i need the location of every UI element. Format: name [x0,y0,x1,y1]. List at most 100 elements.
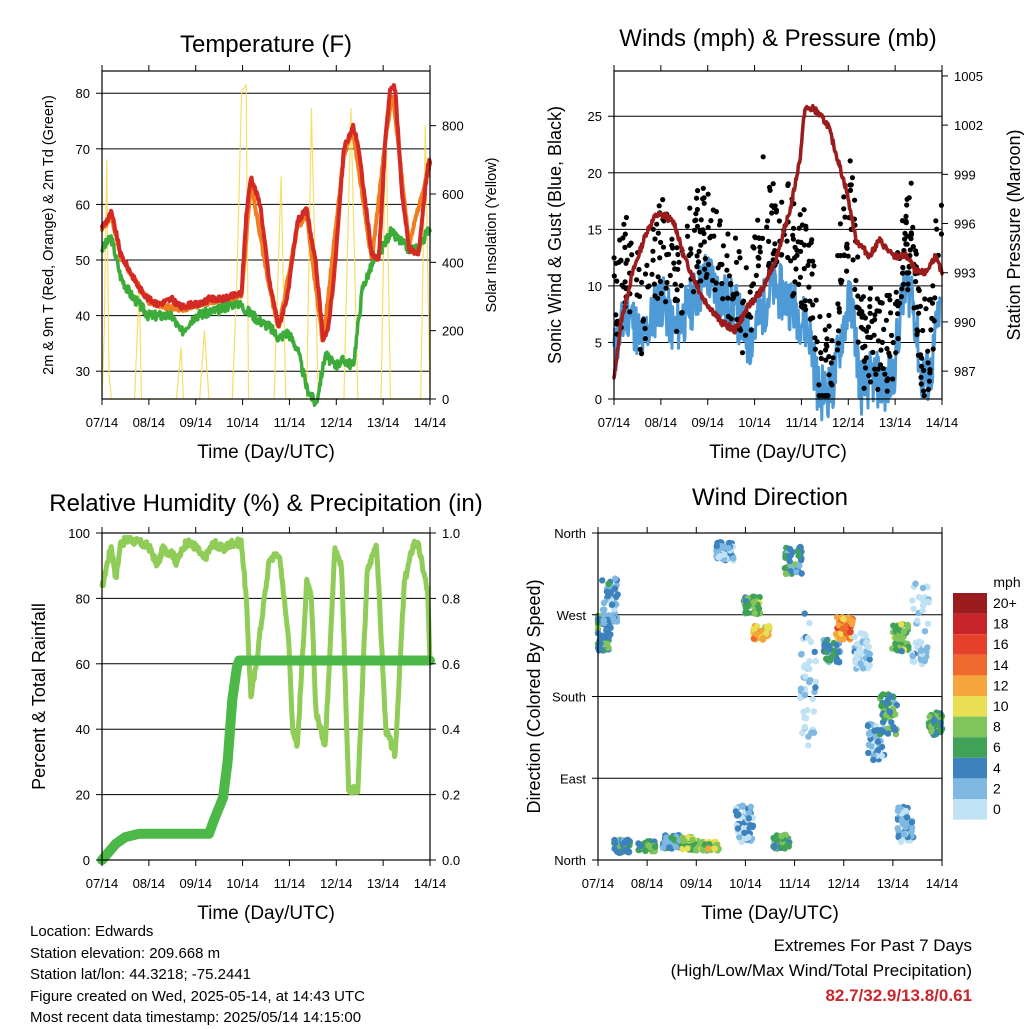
gust-point [816,382,822,388]
direction-point [786,557,793,565]
legend-swatch [953,613,987,635]
x-tick-label: 10/14 [729,876,762,891]
direction-point [713,543,720,550]
direction-point [902,807,909,815]
gust-point [884,378,890,384]
t2m-line [100,83,432,343]
direction-point [810,708,818,715]
gust-point [806,258,812,264]
gust-point [617,237,623,243]
gust-point [925,360,931,366]
gust-point [623,214,630,221]
legend-label: 12 [993,677,1009,693]
gust-point [844,245,850,251]
direction-point [812,657,819,665]
x-tick-label: 09/14 [179,876,212,891]
direction-point [614,591,621,598]
gust-point [764,224,770,230]
gust-point [716,222,723,228]
direction-point [741,829,748,837]
direction-point [782,570,790,577]
gust-point [745,313,751,319]
gust-point [862,365,869,371]
gust-point [855,254,861,260]
gust-point [770,251,776,257]
gust-point [678,283,684,289]
y-tick-label: 15 [588,222,602,237]
gust-point [686,252,692,259]
direction-point [917,656,925,663]
gust-point [710,207,716,213]
x-tick-label: 12/14 [827,876,860,891]
legend-swatch [953,799,987,820]
gust-point [695,188,701,194]
gust-point [797,274,804,280]
plot-frame-2 [613,70,943,400]
gust-point [695,259,702,265]
gust-point [790,236,797,242]
gust-point [733,259,740,265]
direction-point [797,685,805,692]
gust-point [675,251,681,258]
direction-point [785,843,792,850]
gust-point [694,206,701,213]
gust-point [642,325,648,332]
gust-point [672,281,678,287]
gust-point [719,280,725,287]
gust-point [724,253,730,259]
direction-point [801,610,808,617]
direction-point [601,634,608,641]
direction-point [894,635,902,642]
direction-point [764,625,771,632]
gust-point [930,346,936,352]
direction-point [865,730,873,737]
direction-point [773,832,780,839]
gust-point [806,242,812,248]
y-tick-label: 0 [595,392,602,407]
gust-point [656,203,662,209]
gust-point [847,187,854,193]
gust-point [705,191,711,197]
y-tick-label: 25 [588,109,602,124]
gust-point [700,185,706,191]
direction-point [715,554,722,561]
direction-point [917,647,925,654]
direction-point [600,617,607,624]
gust-point [913,248,919,254]
gust-point [730,292,736,298]
gust-point [916,310,922,316]
gust-point [863,328,870,334]
gust-point [886,350,892,356]
gust-point [749,283,755,289]
direction-point [734,825,742,832]
direction-point [604,593,612,600]
direction-point [621,847,628,855]
gust-point [799,222,806,228]
direction-point [892,646,900,653]
legend-label: 8 [993,719,1001,735]
x-tick-label: 13/14 [879,415,912,430]
x-tick-label: 12/14 [832,415,865,430]
gust-point [692,218,698,224]
gust-point [898,294,905,300]
gust-point [640,317,647,323]
direction-point [802,673,809,680]
gust-point [879,339,886,345]
gust-point [920,327,926,334]
direction-point [759,634,767,642]
direction-point [668,834,675,841]
direction-point [900,831,908,838]
gust-point [916,287,922,294]
gust-point [644,262,650,268]
gust-point [918,374,924,380]
gust-point [933,218,939,224]
gust-point [701,239,708,245]
x-tick-label: 12/14 [320,415,353,430]
gust-point [900,264,906,271]
direction-point [711,845,718,852]
legend-swatch [953,716,987,738]
gust-point [894,298,901,304]
x-tick-label: 14/14 [414,876,447,891]
gust-point [884,346,890,352]
gust-point [638,351,645,357]
